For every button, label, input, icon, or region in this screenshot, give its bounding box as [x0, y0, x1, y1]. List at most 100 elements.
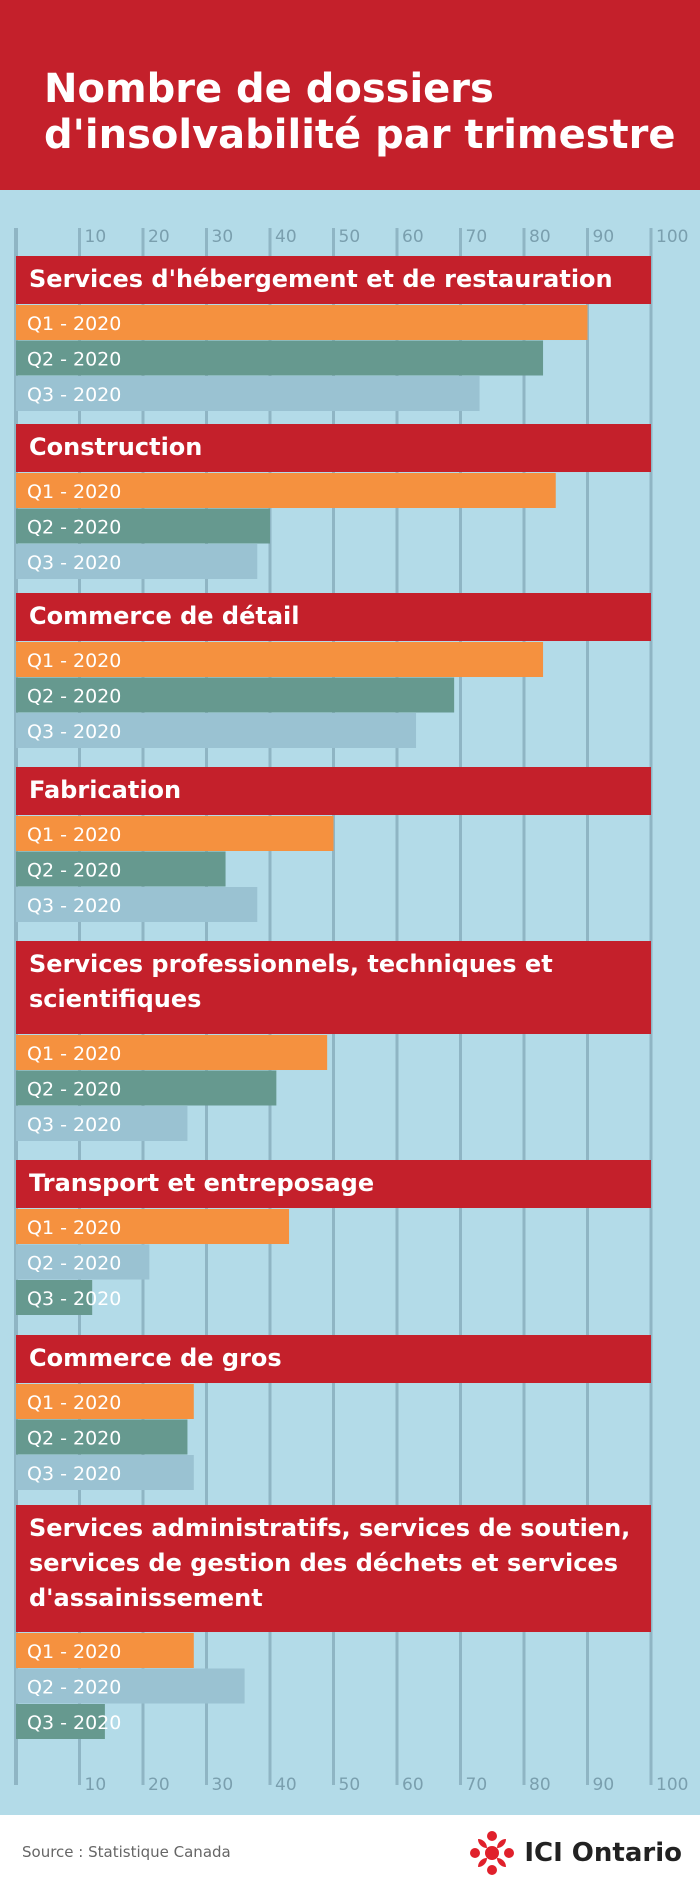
- bar: [16, 473, 556, 508]
- bar: [16, 1209, 290, 1244]
- category-group: Services d'hébergement et de restauratio…: [16, 256, 651, 411]
- category-header-bar: [16, 1505, 651, 1632]
- category-label: Services administratifs, services de sou…: [29, 1514, 630, 1612]
- x-tick-label-bottom: 40: [275, 1775, 297, 1795]
- bar-label: Q2 - 2020: [27, 1677, 121, 1699]
- category-label: Transport et entreposage: [29, 1169, 374, 1197]
- category-group: Fabrication Q1 - 2020 Q2 - 2020 Q3 - 2020: [16, 767, 651, 922]
- category-header-bar: [16, 767, 651, 815]
- bar-label: Q2 - 2020: [27, 1253, 121, 1275]
- bar: [16, 1280, 93, 1315]
- category-label-line: Transport et entreposage: [29, 1169, 374, 1197]
- bar-label: Q2 - 2020: [27, 860, 121, 882]
- bar: [16, 305, 588, 340]
- bar-label: Q2 - 2020: [27, 686, 121, 708]
- x-tick-label-top: 100: [656, 227, 688, 247]
- category-label-line: services de gestion des déchets et servi…: [29, 1549, 618, 1577]
- bar-label: Q3 - 2020: [27, 384, 121, 406]
- bar-label: Q1 - 2020: [27, 650, 121, 672]
- bar: [16, 1704, 105, 1739]
- bar-label: Q1 - 2020: [27, 1217, 121, 1239]
- bar: [16, 508, 270, 544]
- bar: [16, 1419, 188, 1455]
- bar-chart: 10 10 20 20 30 30 40 40 50 50 60 60 70 70 80 80 90 90 100 1…: [14, 227, 688, 1795]
- bar-label: Q3 - 2020: [27, 721, 121, 743]
- x-tick-label-bottom: 100: [656, 1775, 688, 1795]
- category-group: Services administratifs, services de sou…: [16, 1505, 651, 1739]
- category-label-line: Construction: [29, 433, 202, 461]
- bar: [16, 816, 334, 851]
- bar-label: Q1 - 2020: [27, 824, 121, 846]
- category-label-line: Commerce de gros: [29, 1344, 282, 1372]
- x-tick-label-top: 20: [148, 227, 170, 247]
- bar: [16, 1668, 245, 1704]
- category-label: Services professionnels, techniques et sc…: [29, 950, 553, 1013]
- bar: [16, 1384, 194, 1419]
- x-tick-label-bottom: 70: [466, 1775, 488, 1795]
- bar-label: Q2 - 2020: [27, 517, 121, 539]
- category-label-line: Commerce de détail: [29, 602, 299, 630]
- bar-label: Q3 - 2020: [27, 1288, 121, 1310]
- brand-logo: ICI Ontario: [468, 1829, 682, 1877]
- bar: [16, 851, 226, 887]
- category-label: Commerce de gros: [29, 1344, 282, 1372]
- bar-label: Q3 - 2020: [27, 1463, 121, 1485]
- bar-label: Q2 - 2020: [27, 1428, 121, 1450]
- bar: [16, 642, 544, 677]
- bar-label: Q1 - 2020: [27, 1043, 121, 1065]
- brand-name: ICI Ontario: [524, 1838, 682, 1868]
- category-header-bar: [16, 1335, 651, 1383]
- x-tick-label-top: 80: [529, 227, 551, 247]
- category-label: Services d'hébergement et de restauratio…: [29, 265, 613, 293]
- bar-label: Q1 - 2020: [27, 481, 121, 503]
- category-group: Transport et entreposage Q1 - 2020 Q2 - 20…: [16, 1160, 651, 1315]
- x-tick-label-top: 40: [275, 227, 297, 247]
- category-group: Commerce de détail Q1 - 2020 Q2 - 2020 Q3 -…: [16, 593, 651, 748]
- x-tick-label-top: 10: [85, 227, 107, 247]
- bar-label: Q1 - 2020: [27, 1392, 121, 1414]
- x-tick-label-top: 50: [339, 227, 361, 247]
- category-label-line: Fabrication: [29, 776, 181, 804]
- source-note: Source : Statistique Canada: [22, 1843, 231, 1861]
- category-label: Construction: [29, 433, 202, 461]
- bar-label: Q1 - 2020: [27, 1641, 121, 1663]
- bar-label: Q3 - 2020: [27, 1712, 121, 1734]
- category-label-line: Services professionnels, techniques et: [29, 950, 553, 978]
- category-label-line: Services d'hébergement et de restauratio…: [29, 265, 613, 293]
- bar: [16, 1070, 277, 1106]
- x-tick-label-bottom: 30: [212, 1775, 234, 1795]
- bar-label: Q1 - 2020: [27, 313, 121, 335]
- category-group: Commerce de gros Q1 - 2020 Q2 - 2020 Q3 - 2…: [16, 1335, 651, 1490]
- bar-label: Q2 - 2020: [27, 1079, 121, 1101]
- bar-label: Q2 - 2020: [27, 349, 121, 371]
- header-banner: Nombre de dossiers d'insolvabilité par t…: [0, 0, 700, 190]
- x-tick-label-top: 60: [402, 227, 424, 247]
- category-group: Services professionnels, techniques et sc…: [16, 941, 651, 1141]
- category-label-line: scientifiques: [29, 985, 201, 1013]
- x-tick-label-bottom: 80: [529, 1775, 551, 1795]
- x-tick-label-bottom: 20: [148, 1775, 170, 1795]
- category-label: Fabrication: [29, 776, 181, 804]
- category-label: Commerce de détail: [29, 602, 299, 630]
- category-group: Construction Q1 - 2020 Q2 - 2020 Q3 - 2020: [16, 424, 651, 579]
- bar: [16, 1244, 150, 1280]
- bar: [16, 544, 258, 579]
- category-label-line: Services administratifs, services de sou…: [29, 1514, 630, 1542]
- radio-canada-gem-icon: [470, 1831, 515, 1875]
- x-tick-label-top: 30: [212, 227, 234, 247]
- bar: [16, 1455, 194, 1490]
- bar: [16, 1035, 328, 1070]
- chart-area: 10 10 20 20 30 30 40 40 50 50 60 60 70 70 80 80 90 90 100 1…: [0, 190, 700, 1815]
- x-tick-label-bottom: 50: [339, 1775, 361, 1795]
- bar: [16, 713, 417, 748]
- bar: [16, 1633, 194, 1668]
- bar: [16, 887, 258, 922]
- category-header-bar: [16, 424, 651, 472]
- bar: [16, 677, 455, 713]
- bar: [16, 376, 480, 411]
- category-label-line: d'assainissement: [29, 1584, 263, 1612]
- category-header-bar: [16, 1160, 651, 1208]
- bar: [16, 1106, 188, 1141]
- x-tick-label-bottom: 10: [85, 1775, 107, 1795]
- x-tick-label-top: 70: [466, 227, 488, 247]
